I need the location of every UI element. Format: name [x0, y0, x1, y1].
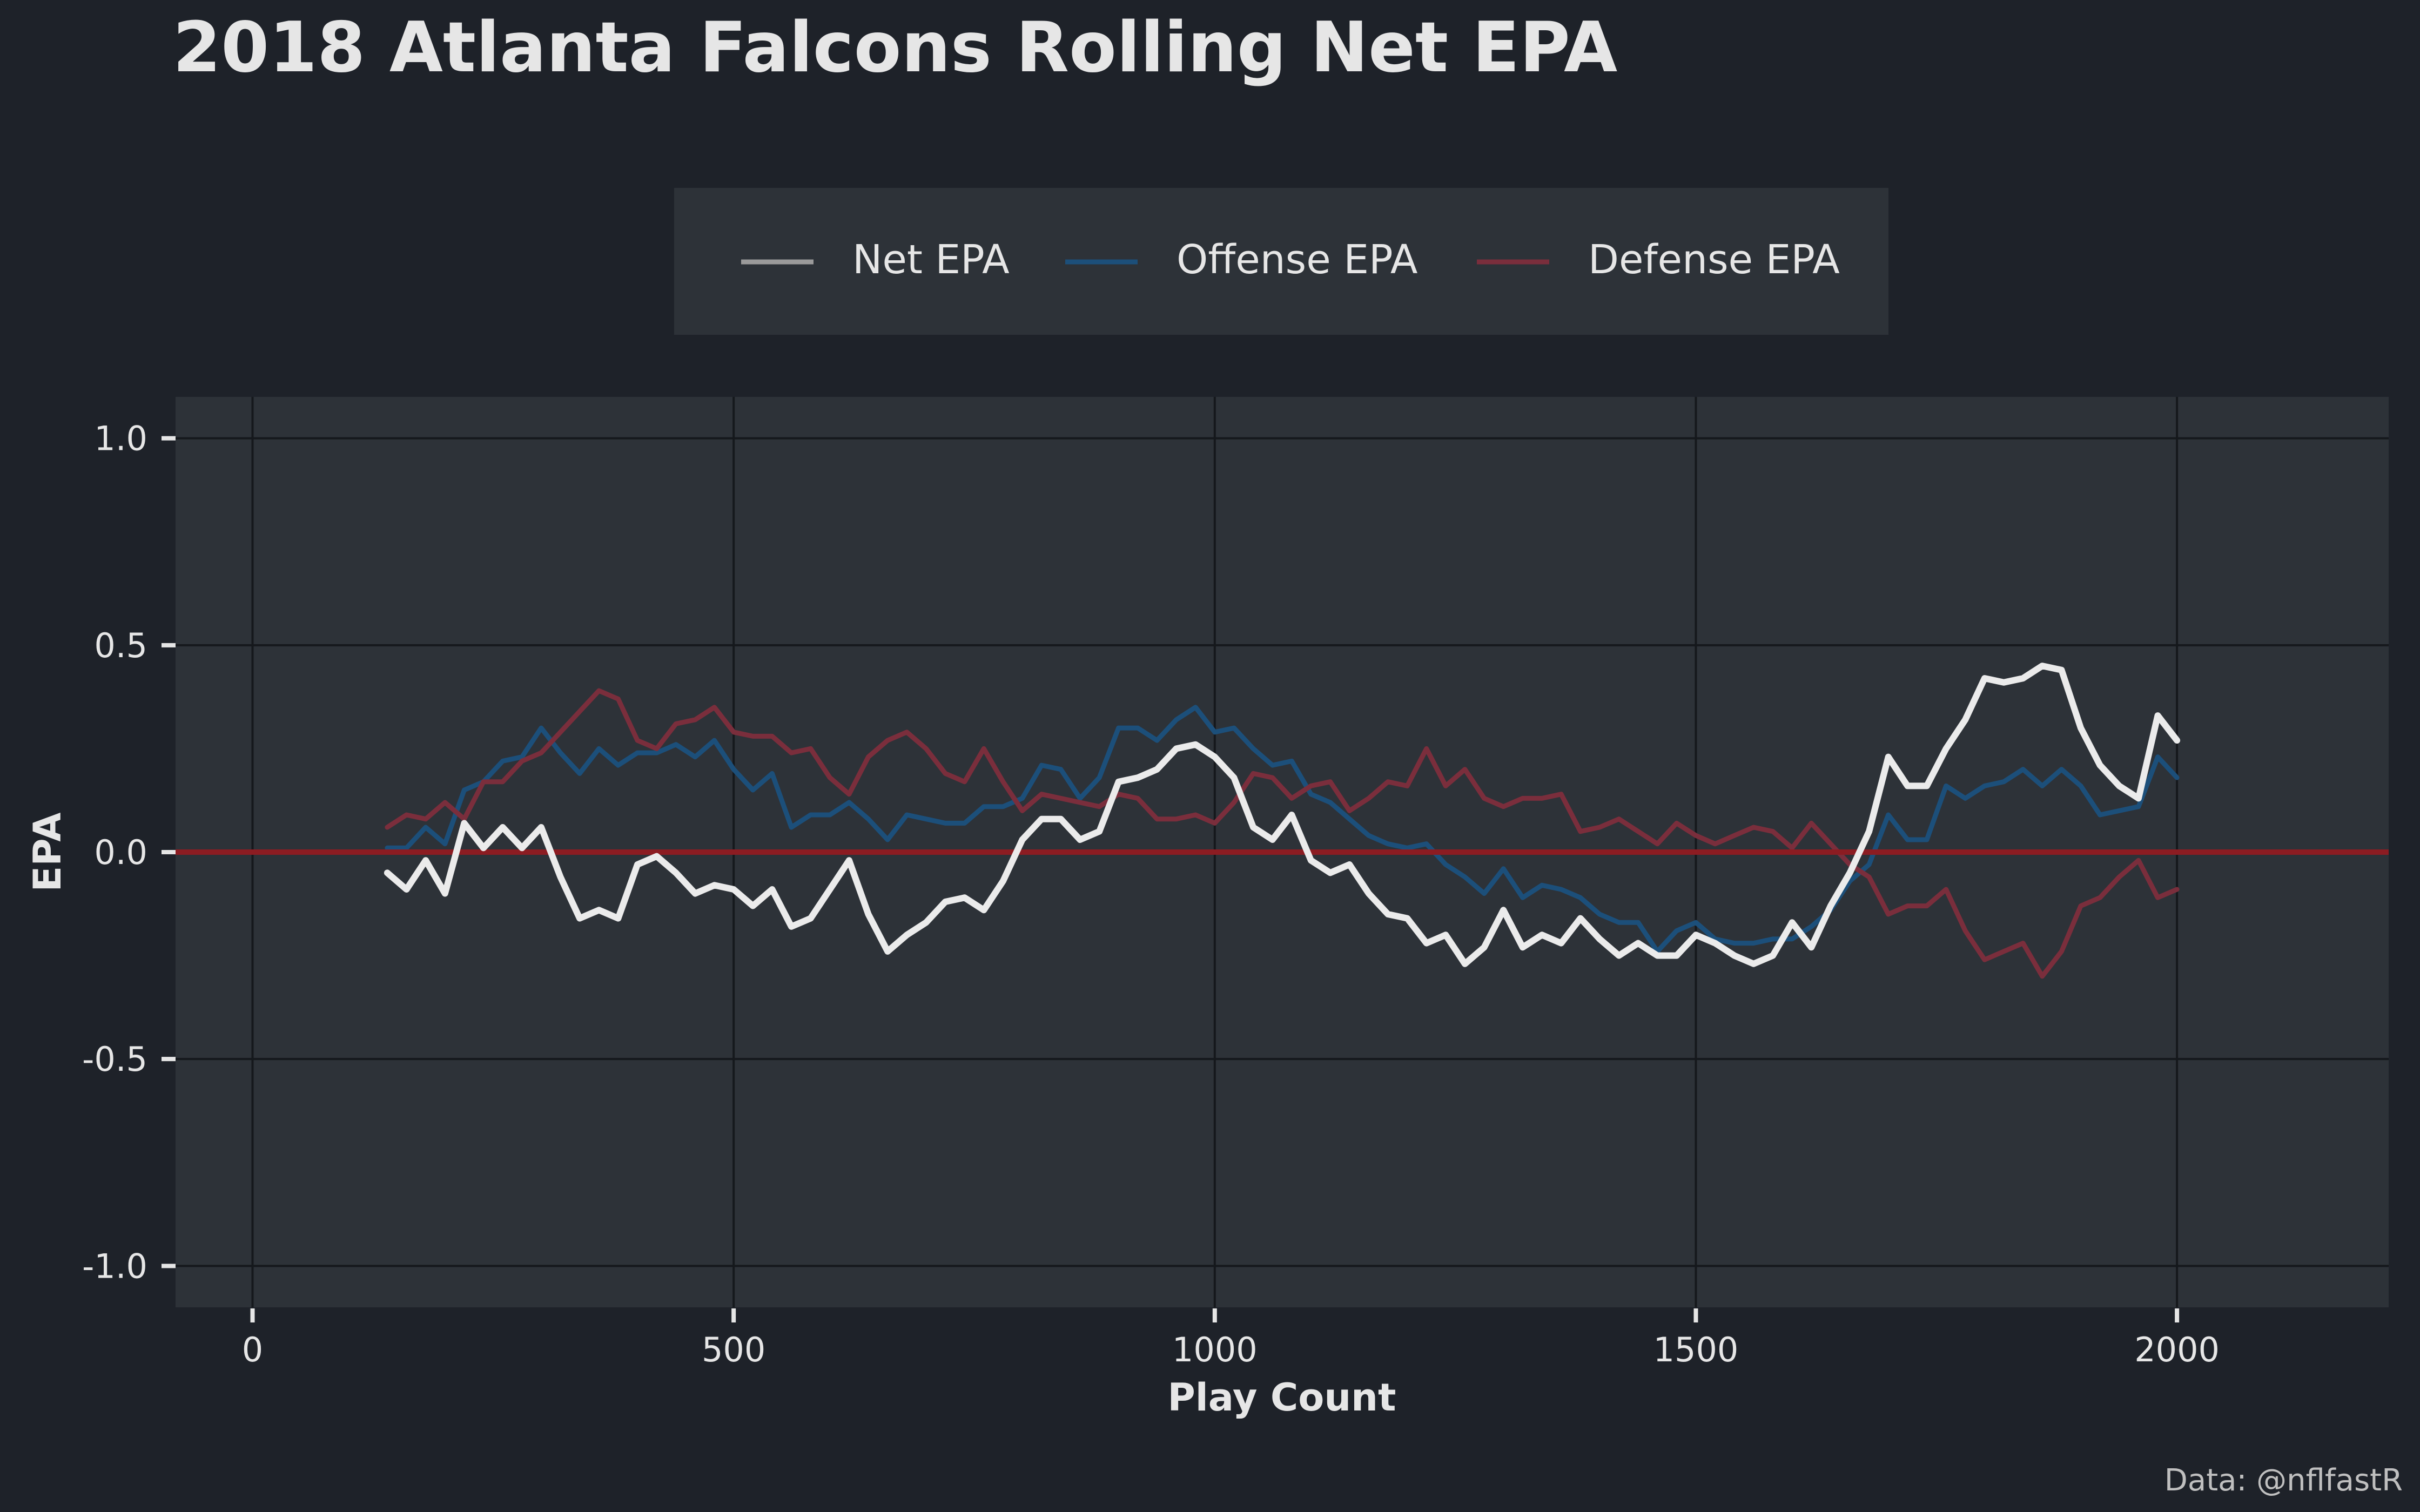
x-tick-label: 2000: [2134, 1330, 2220, 1369]
y-tick-label: 1.0: [94, 419, 147, 458]
y-tick-label: -1.0: [82, 1246, 147, 1286]
legend-label: Net EPA: [852, 237, 1010, 283]
chart-title: 2018 Atlanta Falcons Rolling Net EPA: [173, 8, 1617, 88]
y-tick-label: 0.5: [94, 626, 147, 665]
legend-box: [674, 188, 1888, 335]
y-tick-label: -0.5: [82, 1040, 147, 1079]
x-tick-label: 500: [702, 1330, 765, 1369]
caption: Data: @nflfastR: [2164, 1463, 2403, 1498]
x-tick-label: 1000: [1172, 1330, 1258, 1369]
series-line-offense-epa: [385, 705, 2180, 954]
legend-label: Offense EPA: [1177, 237, 1418, 283]
y-axis-title: EPA: [25, 813, 70, 892]
x-axis-title: Play Count: [1168, 1375, 1396, 1420]
series-line-net-epa: [384, 663, 2181, 967]
x-tick-label: 1500: [1653, 1330, 1739, 1369]
y-tick-label: 0.0: [94, 833, 147, 872]
legend-label: Defense EPA: [1588, 237, 1840, 283]
x-tick-label: 0: [242, 1330, 263, 1369]
series-line-defense-epa: [385, 688, 2180, 979]
legend: Net EPA Offense EPA Defense EPA: [674, 188, 1888, 335]
axes: 1.0 0.5 0.0 -0.5 -1.0 0 500 1000 1500 2000: [82, 419, 2220, 1369]
series-lines: [176, 663, 2389, 979]
